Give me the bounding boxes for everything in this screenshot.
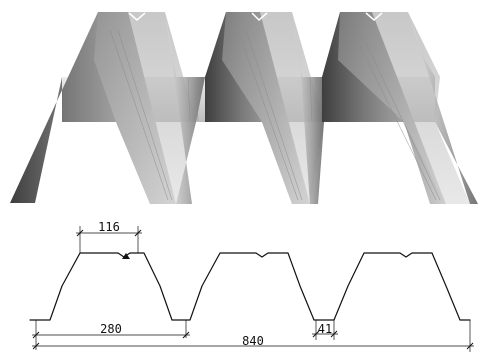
profile-outline xyxy=(29,252,471,321)
dim-label-total-width: 840 xyxy=(242,334,264,348)
dim-top-flange: 116 xyxy=(76,220,142,253)
dim-label-rib-pitch: 280 xyxy=(100,322,122,336)
dim-bottom-flange: 41 xyxy=(312,320,338,340)
rib-3 xyxy=(322,12,478,204)
deck-illustration xyxy=(10,12,478,204)
dim-rib-pitch: 280 xyxy=(32,320,190,350)
position-marker-icon xyxy=(122,253,130,259)
rib-2 xyxy=(205,12,324,204)
dim-label-bottom-flange: 41 xyxy=(318,322,332,336)
dim-total-width: 840 xyxy=(32,320,474,352)
profile-cross-section: 116 280 41 840 xyxy=(29,220,474,352)
rib-grooves xyxy=(109,29,441,201)
rib-1 xyxy=(10,12,205,204)
dim-label-top-flange: 116 xyxy=(98,220,120,234)
